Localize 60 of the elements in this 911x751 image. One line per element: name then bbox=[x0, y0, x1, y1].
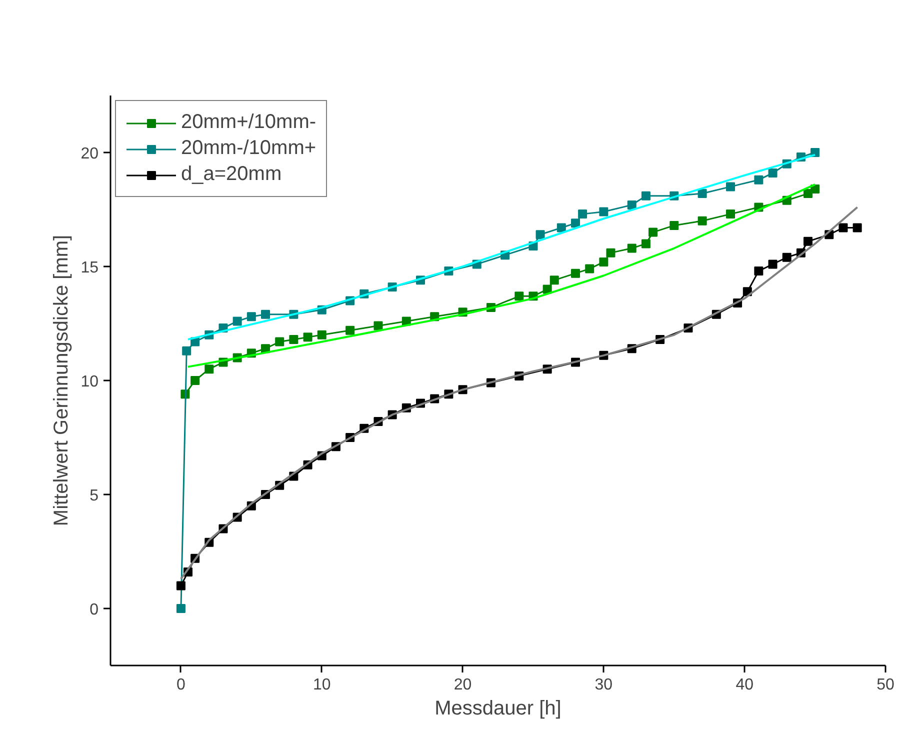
x-tick-label: 30 bbox=[594, 676, 613, 694]
point bbox=[768, 168, 778, 178]
point bbox=[275, 337, 284, 346]
point bbox=[754, 175, 764, 184]
point bbox=[346, 326, 355, 335]
point bbox=[804, 236, 812, 246]
legend-label: 20mm+/10mm- bbox=[181, 111, 316, 134]
x-tick-label: 10 bbox=[312, 676, 331, 694]
y-tick-label: 5 bbox=[90, 488, 99, 504]
point bbox=[289, 334, 298, 344]
x-tick-label: 40 bbox=[736, 676, 754, 694]
point bbox=[182, 346, 192, 356]
y-tick-label: 10 bbox=[80, 374, 99, 390]
point bbox=[303, 332, 312, 342]
x-tick-label: 0 bbox=[176, 676, 186, 694]
point bbox=[698, 189, 707, 198]
point bbox=[641, 191, 650, 200]
point bbox=[852, 223, 862, 232]
point bbox=[261, 310, 270, 319]
y-tick-label: 15 bbox=[80, 260, 99, 276]
x-tick-label: 20 bbox=[454, 676, 472, 694]
point bbox=[606, 248, 616, 258]
point bbox=[550, 276, 559, 285]
point bbox=[641, 239, 650, 248]
point bbox=[317, 330, 326, 340]
y-tick-label: 20 bbox=[80, 146, 99, 162]
point bbox=[514, 292, 524, 301]
point bbox=[571, 268, 580, 278]
point bbox=[246, 312, 256, 322]
point bbox=[599, 257, 608, 266]
legend-label: d_a=20mm bbox=[181, 163, 282, 186]
point bbox=[374, 321, 383, 330]
point bbox=[768, 260, 778, 269]
point bbox=[698, 216, 707, 226]
point bbox=[782, 252, 792, 262]
x-tick-label: 50 bbox=[876, 676, 894, 694]
point bbox=[726, 210, 735, 219]
point bbox=[556, 223, 566, 232]
point bbox=[190, 376, 200, 385]
point bbox=[536, 230, 545, 240]
point bbox=[726, 182, 735, 192]
point bbox=[648, 228, 658, 237]
point bbox=[627, 200, 636, 210]
point bbox=[578, 210, 588, 219]
legend-label: 20mm-/10mm+ bbox=[181, 137, 316, 160]
point bbox=[585, 264, 594, 274]
point bbox=[176, 581, 186, 590]
point bbox=[670, 220, 679, 230]
point bbox=[599, 207, 608, 216]
point bbox=[176, 604, 186, 613]
point bbox=[754, 266, 764, 276]
y-tick-label: 0 bbox=[90, 602, 99, 618]
point bbox=[571, 218, 580, 228]
y-axis-title: Mittelwert Gerinnungsdicke [mm] bbox=[50, 234, 73, 526]
point bbox=[204, 364, 214, 374]
x-axis-title: Messdauer [h] bbox=[434, 698, 562, 720]
point bbox=[838, 223, 848, 232]
point bbox=[810, 184, 820, 194]
point bbox=[232, 316, 242, 326]
point bbox=[627, 244, 636, 253]
